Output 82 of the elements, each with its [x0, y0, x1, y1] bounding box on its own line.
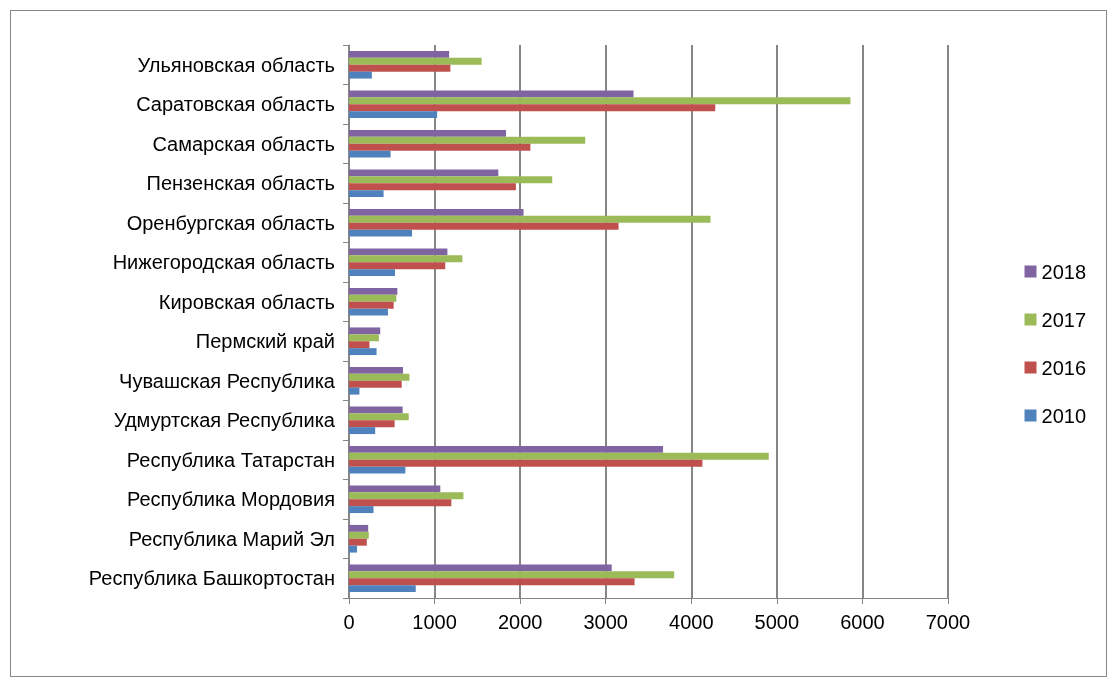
bar — [349, 129, 507, 137]
y-tick-label: Республика Мордовия — [127, 488, 335, 511]
bar — [349, 499, 452, 507]
bar — [349, 445, 664, 453]
bar — [349, 327, 381, 335]
bar — [349, 71, 372, 79]
bar — [349, 459, 703, 467]
bar — [349, 413, 409, 421]
bar — [349, 406, 403, 414]
bar — [349, 308, 388, 316]
bar — [349, 50, 450, 58]
y-tick-label: Республика Марий Эл — [128, 527, 335, 550]
y-tick-label: Удмуртская Республика — [113, 409, 336, 432]
legend-label: 2017 — [1041, 308, 1087, 331]
bar — [349, 64, 451, 72]
bar — [349, 229, 413, 237]
y-tick-label: Кировская область — [158, 290, 335, 313]
bar — [349, 506, 374, 514]
y-tick-label: Нижегородская область — [112, 251, 335, 274]
bar — [349, 208, 524, 216]
bar — [349, 420, 395, 428]
y-tick-label: Самарская область — [152, 132, 335, 155]
bar — [349, 531, 369, 539]
bar — [349, 564, 612, 572]
bar — [349, 387, 360, 395]
bar — [349, 176, 553, 184]
bar — [349, 255, 463, 263]
legend-label: 2016 — [1041, 356, 1087, 379]
bar — [349, 466, 406, 474]
bar — [349, 169, 499, 177]
bar — [349, 452, 769, 460]
bar — [349, 90, 634, 98]
x-tick-label: 3000 — [583, 611, 628, 633]
y-tick-label: Республика Башкортостан — [88, 567, 335, 590]
bar — [349, 104, 716, 112]
bar — [349, 373, 410, 381]
legend-label: 2018 — [1041, 260, 1087, 283]
bar — [349, 215, 711, 223]
x-tick-label: 7000 — [925, 611, 971, 633]
bar — [349, 427, 376, 435]
bar — [349, 287, 398, 295]
y-tick-label: Саратовская область — [136, 93, 335, 116]
bar — [349, 524, 369, 532]
bar — [349, 538, 367, 546]
bar — [349, 150, 391, 158]
y-tick-label: Республика Татарстан — [126, 448, 335, 471]
bar — [349, 97, 851, 105]
bar — [349, 248, 448, 256]
bar — [349, 183, 516, 191]
bar — [349, 485, 441, 493]
bar — [349, 294, 397, 302]
x-tick-label: 2000 — [497, 611, 543, 633]
y-tick-label: Пермский край — [195, 330, 335, 353]
bar — [349, 136, 586, 144]
bar — [349, 262, 446, 270]
bar — [349, 380, 402, 388]
bar — [349, 111, 438, 119]
bar — [349, 269, 395, 277]
bar — [349, 57, 482, 65]
bar — [349, 301, 394, 309]
bar — [349, 190, 384, 198]
bar — [349, 571, 675, 579]
x-tick-label: 1000 — [412, 611, 457, 633]
bar — [349, 348, 377, 356]
x-tick-label: 0 — [343, 611, 355, 633]
bar — [349, 578, 635, 586]
bar — [349, 334, 379, 342]
bar — [349, 143, 531, 151]
x-tick-label: 5000 — [754, 611, 800, 633]
x-tick-label: 4000 — [669, 611, 714, 633]
y-tick-label: Чувашская Республика — [119, 369, 336, 392]
legend-label: 2010 — [1041, 404, 1087, 427]
bar — [349, 585, 416, 593]
y-tick-label: Оренбургская область — [126, 211, 335, 234]
bar — [349, 366, 403, 374]
bar — [349, 341, 370, 349]
bar — [349, 545, 358, 553]
bar — [349, 492, 464, 500]
y-tick-label: Пензенская область — [146, 172, 335, 195]
y-tick-label: Ульяновская область — [137, 53, 335, 76]
x-tick-label: 6000 — [840, 611, 885, 633]
bar — [349, 222, 619, 230]
